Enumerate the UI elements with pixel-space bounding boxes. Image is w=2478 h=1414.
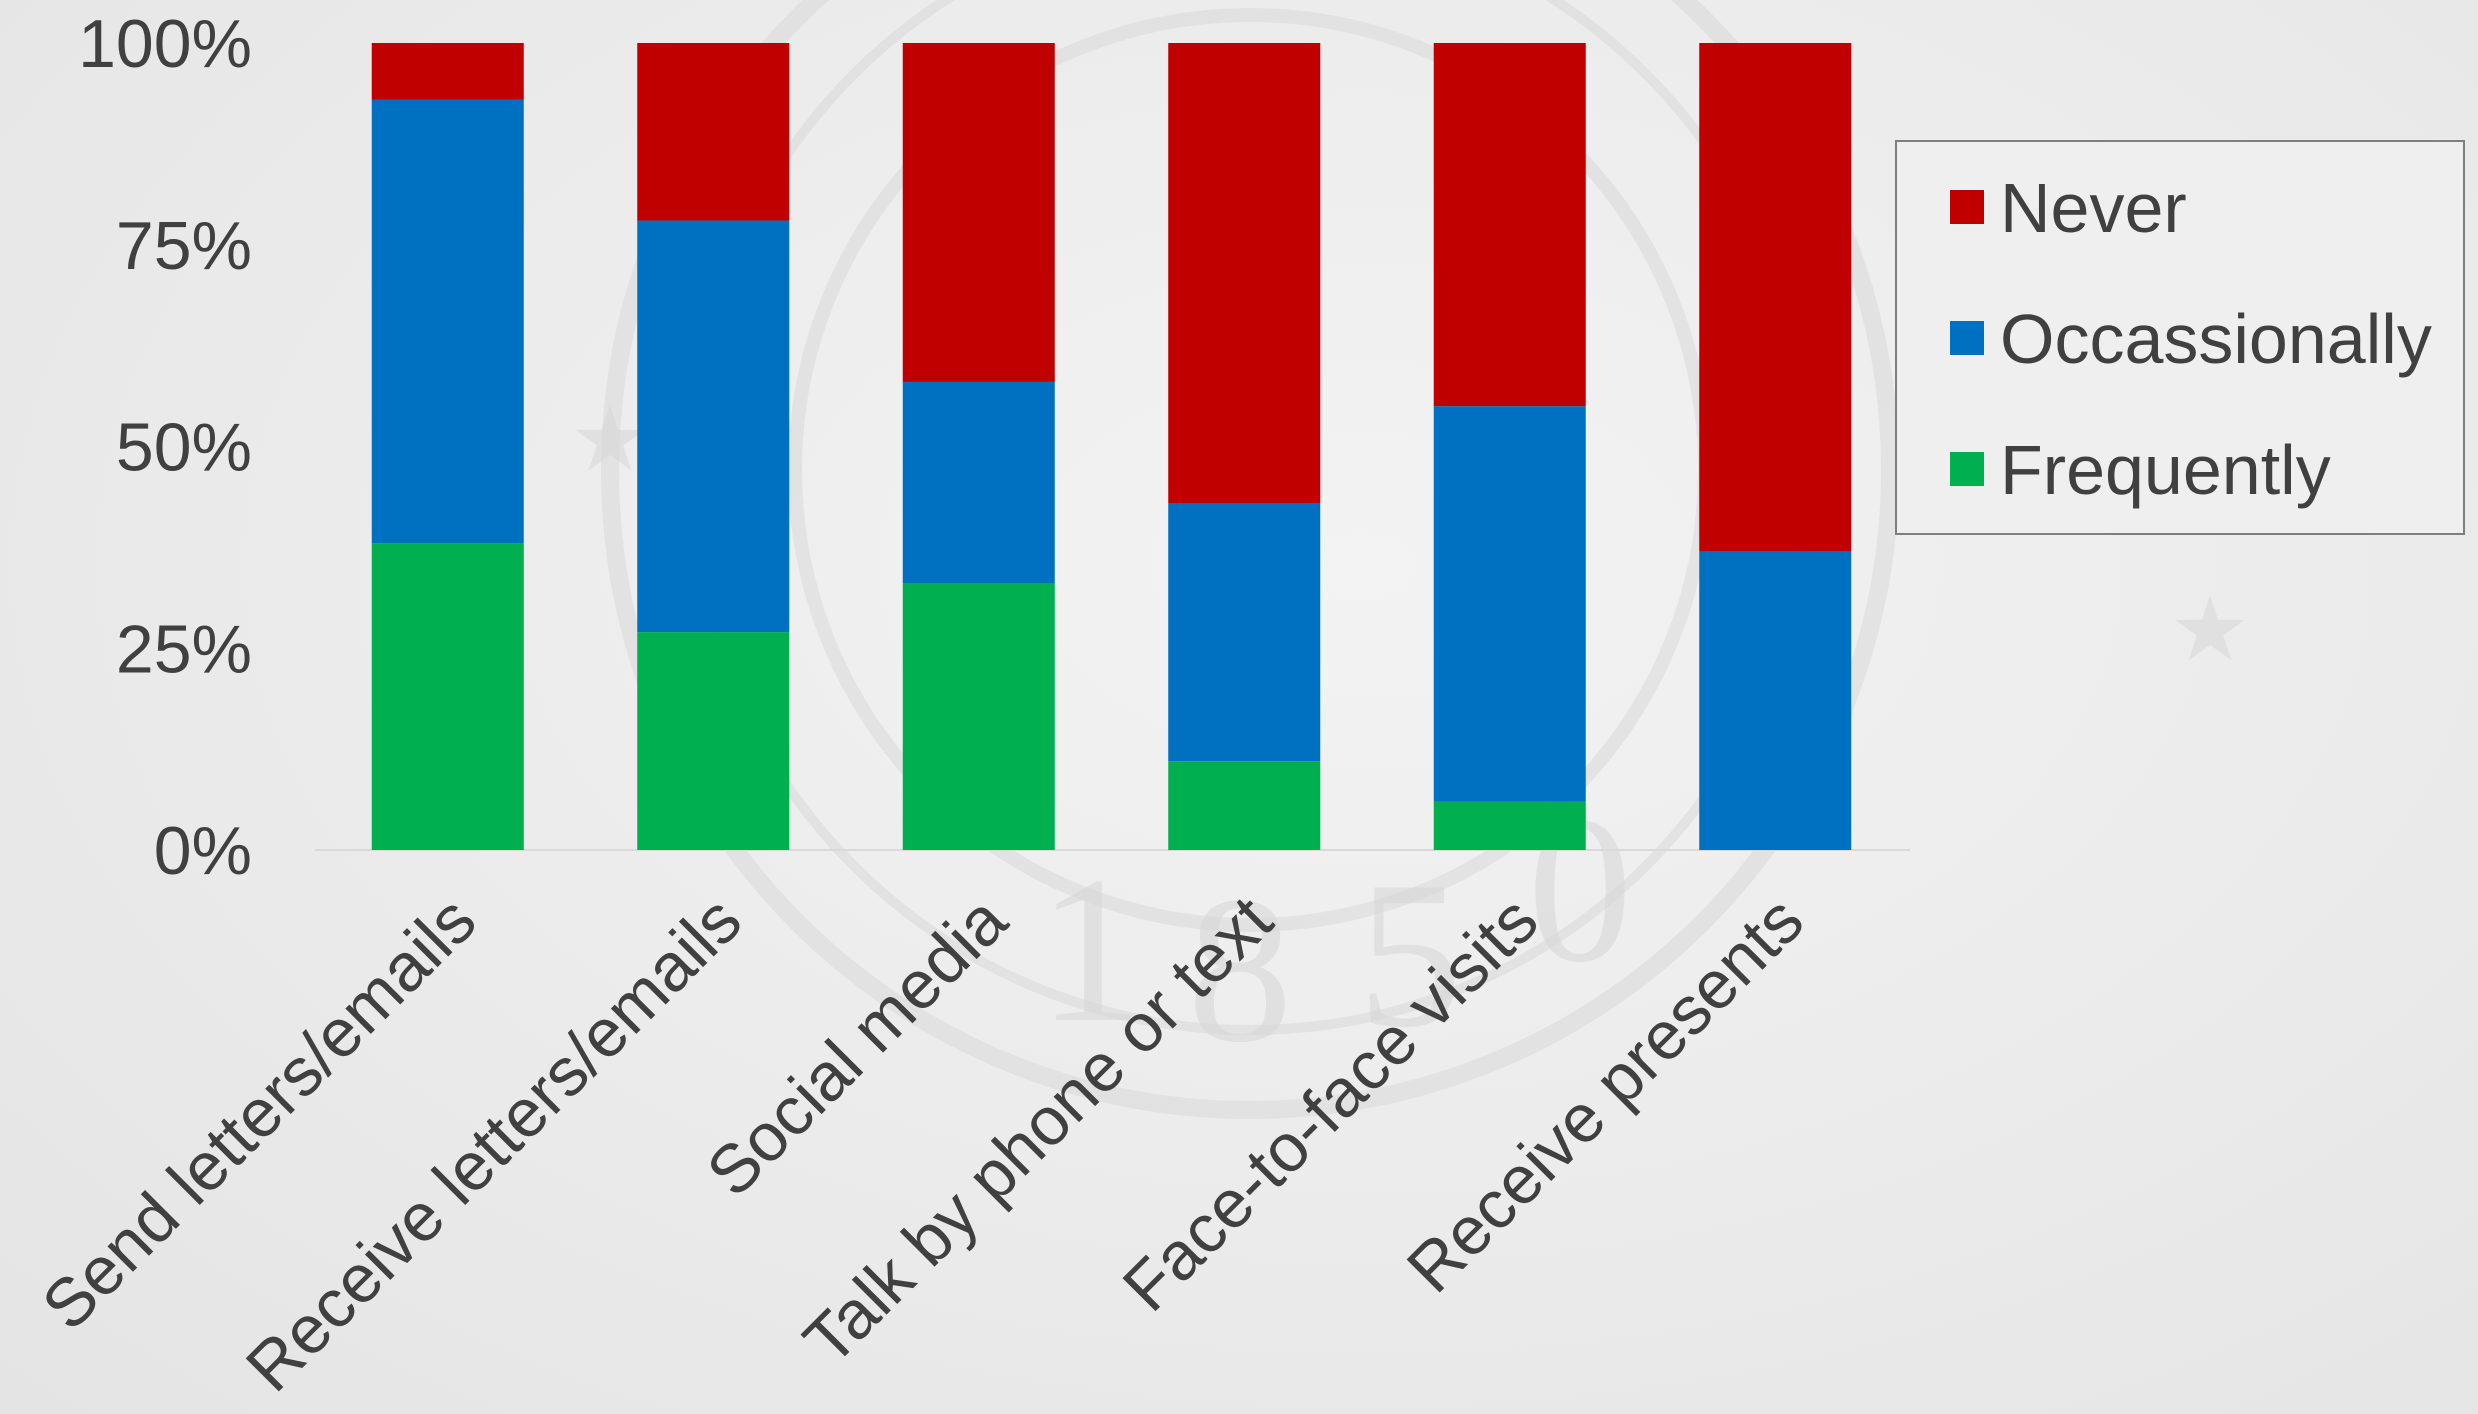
bar-segment xyxy=(637,220,790,633)
legend-label: Frequently xyxy=(2000,431,2331,509)
svg-text:★: ★ xyxy=(2170,581,2251,680)
legend-box xyxy=(1895,140,2465,535)
bar-segment xyxy=(637,632,790,850)
y-axis-ticks: 0% 25% 50% 75% 100% xyxy=(78,6,252,889)
bar-segment xyxy=(371,43,524,100)
y-tick-label: 0% xyxy=(154,813,252,889)
legend-label: Never xyxy=(2000,169,2187,247)
bar-segment xyxy=(371,543,524,850)
y-tick-label: 50% xyxy=(116,410,252,486)
x-category-label: Send letters/emails xyxy=(28,882,491,1345)
legend: Never Occassionally Frequently xyxy=(1895,140,2465,535)
bar-segment xyxy=(637,43,790,221)
svg-text:1: 1 xyxy=(1038,834,1143,1066)
legend-swatch xyxy=(1950,452,1984,486)
bar-segment xyxy=(1168,761,1321,850)
svg-text:★: ★ xyxy=(570,391,651,490)
bar-segment xyxy=(1168,43,1321,503)
x-category-label: Receive letters/emails xyxy=(232,882,756,1406)
y-tick-label: 100% xyxy=(78,6,252,82)
bar-segment xyxy=(371,99,524,544)
bar-segment xyxy=(1699,551,1852,850)
bar-segment xyxy=(902,43,1055,382)
y-tick-label: 75% xyxy=(116,208,252,284)
legend-items: Never Occassionally Frequently xyxy=(1950,169,2432,509)
legend-swatch xyxy=(1950,321,1984,355)
bar-segment xyxy=(902,583,1055,850)
legend-label: Occassionally xyxy=(2000,300,2432,378)
bar-segment xyxy=(1699,43,1852,552)
bar-segment xyxy=(1433,406,1586,802)
bar-segment xyxy=(1168,502,1321,762)
bar-segment xyxy=(1433,43,1586,407)
svg-text:8: 8 xyxy=(1188,854,1293,1086)
y-tick-label: 25% xyxy=(116,611,252,687)
bars xyxy=(371,43,1852,850)
bar-segment xyxy=(902,381,1055,584)
legend-swatch xyxy=(1950,190,1984,224)
bar-segment xyxy=(1433,801,1586,850)
svg-text:5: 5 xyxy=(1358,839,1463,1071)
